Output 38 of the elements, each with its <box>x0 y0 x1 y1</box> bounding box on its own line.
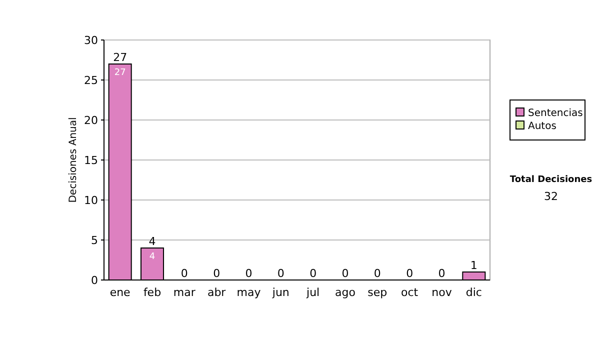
y-tick-label: 10 <box>84 194 98 207</box>
total-label: 0 <box>406 267 414 280</box>
x-tick-label: jun <box>271 286 290 299</box>
x-tick-label: feb <box>143 286 162 299</box>
total-label: 0 <box>374 267 381 280</box>
total-label: 0 <box>245 267 252 280</box>
total-label: 0 <box>180 267 188 280</box>
y-tick-label: 30 <box>84 34 98 47</box>
legend-label: Sentencias <box>528 108 583 119</box>
data-label: 27 <box>114 68 126 78</box>
y-tick-label: 0 <box>91 274 98 287</box>
x-tick-label: may <box>236 286 262 299</box>
x-tick-label: oct <box>401 286 419 299</box>
y-tick-label: 20 <box>84 114 98 127</box>
data-label: 4 <box>149 252 156 262</box>
total-label: 0 <box>342 267 349 280</box>
x-tick-label: ene <box>110 286 131 299</box>
y-axis-title: Decisiones Anual <box>68 117 79 203</box>
total-label: 0 <box>310 267 317 280</box>
x-tick-label: jul <box>306 286 320 299</box>
total-label: 27 <box>113 51 128 64</box>
x-tick-label: sep <box>368 286 388 299</box>
x-tick-label: abr <box>207 286 226 299</box>
total-label: 0 <box>277 267 284 280</box>
text: 32 <box>544 190 558 203</box>
x-tick-label: ago <box>335 286 356 299</box>
text: Total Decisiones <box>510 175 592 185</box>
y-tick-label: 5 <box>91 234 98 247</box>
y-tick-label: 25 <box>84 74 98 87</box>
x-tick-label: dic <box>466 286 482 299</box>
total-label: 4 <box>148 235 156 248</box>
total-label: 0 <box>438 267 446 280</box>
x-tick-label: nov <box>432 286 452 299</box>
legend-label: Autos <box>528 121 556 132</box>
x-tick-label: mar <box>173 286 196 299</box>
total-label: 0 <box>213 267 220 280</box>
y-tick-label: 15 <box>84 154 98 167</box>
total-label: 1 <box>470 259 478 272</box>
